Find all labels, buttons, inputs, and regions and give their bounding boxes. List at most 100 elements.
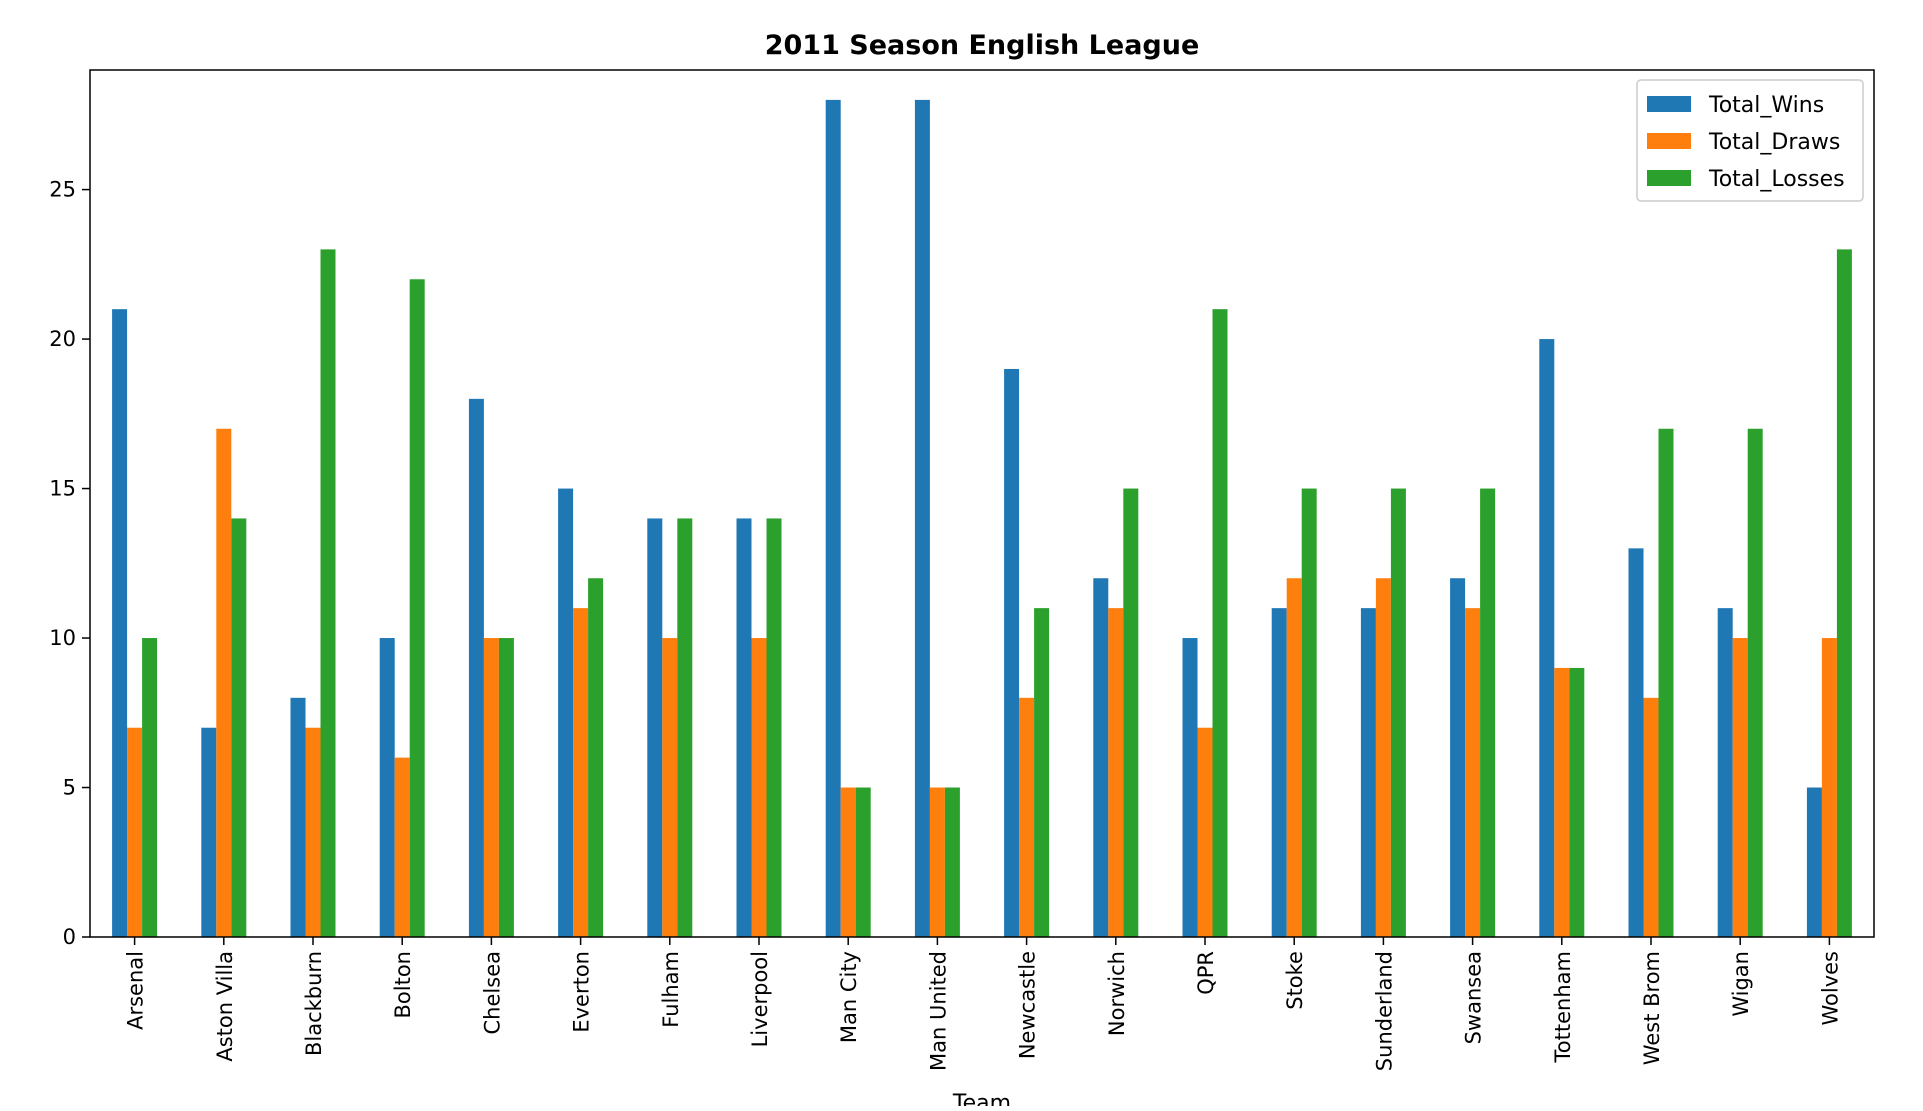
bar-total-wins-wolves [1806, 787, 1822, 937]
x-tick-label: Stoke [1283, 951, 1307, 1010]
legend-label: Total_Losses [1708, 167, 1845, 192]
legend-label: Total_Wins [1708, 93, 1824, 118]
bar-total-losses-bolton [409, 279, 425, 937]
bar-total-losses-everton [588, 578, 604, 937]
bar-total-draws-blackburn [305, 727, 321, 937]
legend-swatch [1647, 96, 1691, 112]
x-tick-label: Wolves [1818, 951, 1842, 1026]
x-tick-label: Everton [570, 951, 594, 1033]
y-axis: 0 5 10 15 20 25 [49, 178, 90, 949]
bar-total-draws-fulham [662, 638, 678, 937]
x-axis-label: Team [952, 1091, 1011, 1106]
chart-title: 2011 Season English League [765, 30, 1200, 61]
bar-total-losses-liverpool [766, 518, 782, 937]
legend-swatch [1647, 133, 1691, 149]
bar-total-losses-aston-villa [231, 518, 247, 937]
legend-frame [1636, 79, 1864, 202]
bar-total-wins-chelsea [468, 398, 484, 937]
bar-total-draws-sunderland [1375, 578, 1391, 937]
bar-total-losses-chelsea [498, 638, 514, 937]
x-tick-label: Newcastle [1016, 951, 1040, 1059]
bar-total-losses-stoke [1301, 488, 1317, 937]
bar-total-losses-west-brom [1658, 428, 1674, 937]
plot-frame [89, 69, 1875, 938]
bar-total-wins-everton [558, 488, 574, 937]
bar-total-losses-tottenham [1569, 667, 1585, 937]
bar-total-wins-swansea [1450, 578, 1466, 937]
bar-total-draws-bolton [394, 757, 410, 937]
bar-total-losses-swansea [1480, 488, 1496, 937]
bar-total-draws-west-brom [1643, 697, 1659, 937]
x-tick-label: Tottenham [1551, 951, 1575, 1063]
x-tick-label: Chelsea [480, 951, 504, 1034]
x-tick-label: Liverpool [748, 951, 772, 1047]
bar-total-draws-wolves [1821, 638, 1837, 937]
bar-total-wins-liverpool [736, 518, 752, 937]
bar-total-wins-fulham [647, 518, 663, 937]
x-tick-label: Sunderland [1372, 951, 1396, 1071]
x-tick-label: QPR [1194, 951, 1218, 995]
bar-total-losses-fulham [677, 518, 693, 937]
x-tick-label: Aston Villa [213, 951, 237, 1062]
x-tick-label: Man City [837, 951, 861, 1043]
bar-total-wins-aston-villa [201, 727, 217, 937]
bar-total-draws-newcastle [1019, 697, 1035, 937]
bar-total-losses-arsenal [142, 638, 158, 937]
y-tick-label: 10 [49, 626, 76, 650]
bars-layer [112, 99, 1852, 938]
bar-total-draws-aston-villa [216, 428, 232, 937]
bar-total-wins-tottenham [1539, 339, 1555, 937]
y-tick-label: 20 [49, 327, 76, 351]
bar-total-draws-swansea [1465, 608, 1481, 937]
bar-total-wins-bolton [379, 638, 395, 937]
legend-label: Total_Draws [1708, 130, 1840, 155]
bar-total-draws-wigan [1732, 638, 1748, 937]
bar-total-losses-wolves [1836, 249, 1852, 938]
bar-total-wins-man-united [914, 99, 930, 938]
bar-total-draws-tottenham [1554, 667, 1570, 937]
y-tick-label: 15 [49, 477, 76, 501]
bar-total-wins-qpr [1182, 638, 1198, 937]
bar-total-wins-west-brom [1628, 548, 1644, 937]
x-tick-label: Man United [926, 951, 950, 1071]
bar-total-draws-everton [573, 608, 589, 937]
legend: Total_Wins Total_Draws Total_Losses [1636, 79, 1864, 202]
bar-total-draws-chelsea [483, 638, 499, 937]
y-tick-label: 25 [49, 178, 76, 202]
y-tick-label: 0 [63, 925, 76, 949]
bar-total-wins-sunderland [1360, 608, 1376, 937]
x-tick-label: West Brom [1640, 951, 1664, 1065]
legend-swatch [1647, 170, 1691, 186]
x-tick-label: Wigan [1729, 951, 1753, 1017]
bar-total-losses-man-united [944, 787, 960, 937]
x-tick-label: Blackburn [302, 951, 326, 1056]
bar-total-wins-arsenal [112, 309, 128, 937]
bar-total-draws-man-united [929, 787, 945, 937]
bar-total-draws-stoke [1286, 578, 1302, 937]
x-tick-label: Norwich [1105, 951, 1129, 1036]
bar-total-wins-blackburn [290, 697, 306, 937]
bar-total-wins-newcastle [1004, 368, 1020, 937]
bar-total-losses-norwich [1123, 488, 1139, 937]
bar-total-draws-arsenal [127, 727, 143, 937]
x-tick-label: Swansea [1462, 951, 1486, 1044]
y-tick-label: 5 [63, 776, 76, 800]
x-tick-label: Arsenal [124, 951, 148, 1030]
bar-total-losses-man-city [855, 787, 871, 937]
x-axis: Arsenal Aston Villa Blackburn Bolton Chelsea… [124, 937, 1842, 1071]
bar-total-losses-blackburn [320, 249, 336, 938]
bar-total-draws-liverpool [751, 638, 767, 937]
bar-total-wins-man-city [825, 99, 841, 938]
bar-total-losses-newcastle [1034, 608, 1050, 937]
bar-total-draws-man-city [840, 787, 856, 937]
bar-total-wins-wigan [1717, 608, 1733, 937]
x-tick-label: Fulham [659, 951, 683, 1028]
bar-total-losses-sunderland [1390, 488, 1406, 937]
bar-total-wins-stoke [1271, 608, 1287, 937]
bar-total-losses-qpr [1212, 309, 1228, 937]
bar-total-draws-qpr [1197, 727, 1213, 937]
bar-total-wins-norwich [1093, 578, 1109, 937]
x-tick-label: Bolton [391, 951, 415, 1018]
